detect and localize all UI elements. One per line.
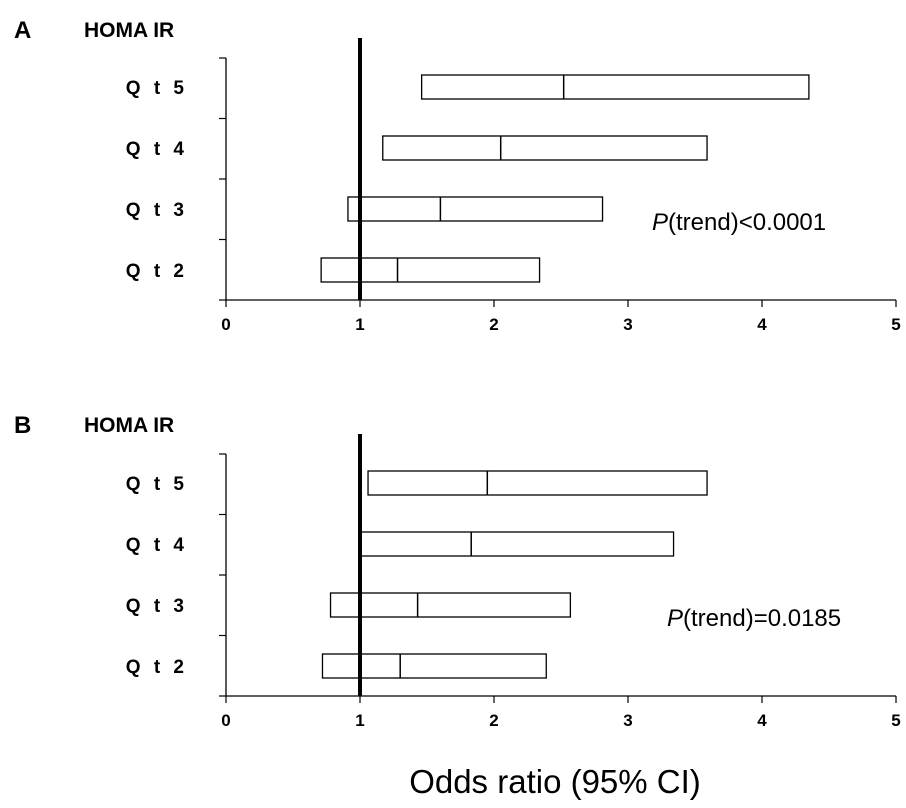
panel-b-row-label: Q t 2 — [126, 657, 188, 678]
panel-b-letter: B — [14, 412, 31, 439]
panel-b-x-tick-label: 2 — [489, 711, 498, 730]
panel-b-title: HOMA IR — [84, 414, 174, 437]
panel-b-x-tick-label: 3 — [623, 711, 632, 730]
panel-a-row-label: Q t 3 — [126, 200, 188, 221]
panel-b-ci-box — [367, 470, 708, 496]
panel-a-x-tick-label: 4 — [757, 315, 767, 334]
panel-b-row-label: Q t 5 — [126, 474, 188, 495]
panel-b-ci-box — [329, 592, 572, 618]
panel-b-x-tick-label: 1 — [355, 711, 364, 730]
panel-b-ci-box — [360, 531, 675, 557]
panel-b-plot: 0 1 2 3 4 5 Q t 5 Q t 4 Q t 3 Q t 2 — [126, 434, 901, 730]
panel-a-x-tick-label: 0 — [221, 315, 230, 334]
panel-a-x-tick-label: 3 — [623, 315, 632, 334]
panel-a-title: HOMA IR — [84, 19, 174, 42]
panel-a-ci-box — [420, 74, 810, 100]
panel-a-x-tick-label: 1 — [355, 315, 364, 334]
panel-a-plot: 0 1 2 3 4 5 Q t 5 Q t 4 Q t 3 Q t 2 — [126, 38, 901, 334]
panel-b-x-tick-label: 0 — [221, 711, 230, 730]
panel-a-ci-box — [347, 196, 604, 222]
x-axis-title: Odds ratio (95% CI) — [409, 763, 701, 800]
panel-a-row-label: Q t 4 — [126, 139, 188, 160]
panel-b-row-label: Q t 3 — [126, 596, 188, 617]
panel-a-row-label: Q t 5 — [126, 78, 188, 99]
panel-b-row-label: Q t 4 — [126, 535, 188, 556]
panel-b-x-tick-label: 4 — [757, 711, 767, 730]
panel-b-x-tick-label: 5 — [891, 711, 900, 730]
panel-a-trend-annotation: P(trend)<0.0001 — [652, 209, 826, 236]
panel-a-letter: A — [14, 17, 31, 44]
panel-a-row-label: Q t 2 — [126, 261, 188, 282]
panel-a-x-tick-label: 5 — [891, 315, 900, 334]
panel-b-trend-annotation: P(trend)=0.0185 — [667, 605, 841, 632]
panel-a-x-tick-label: 2 — [489, 315, 498, 334]
panel-a-ci-box — [382, 135, 708, 161]
panel-b-ci-box — [321, 653, 547, 679]
panel-a-ci-box — [320, 257, 541, 283]
